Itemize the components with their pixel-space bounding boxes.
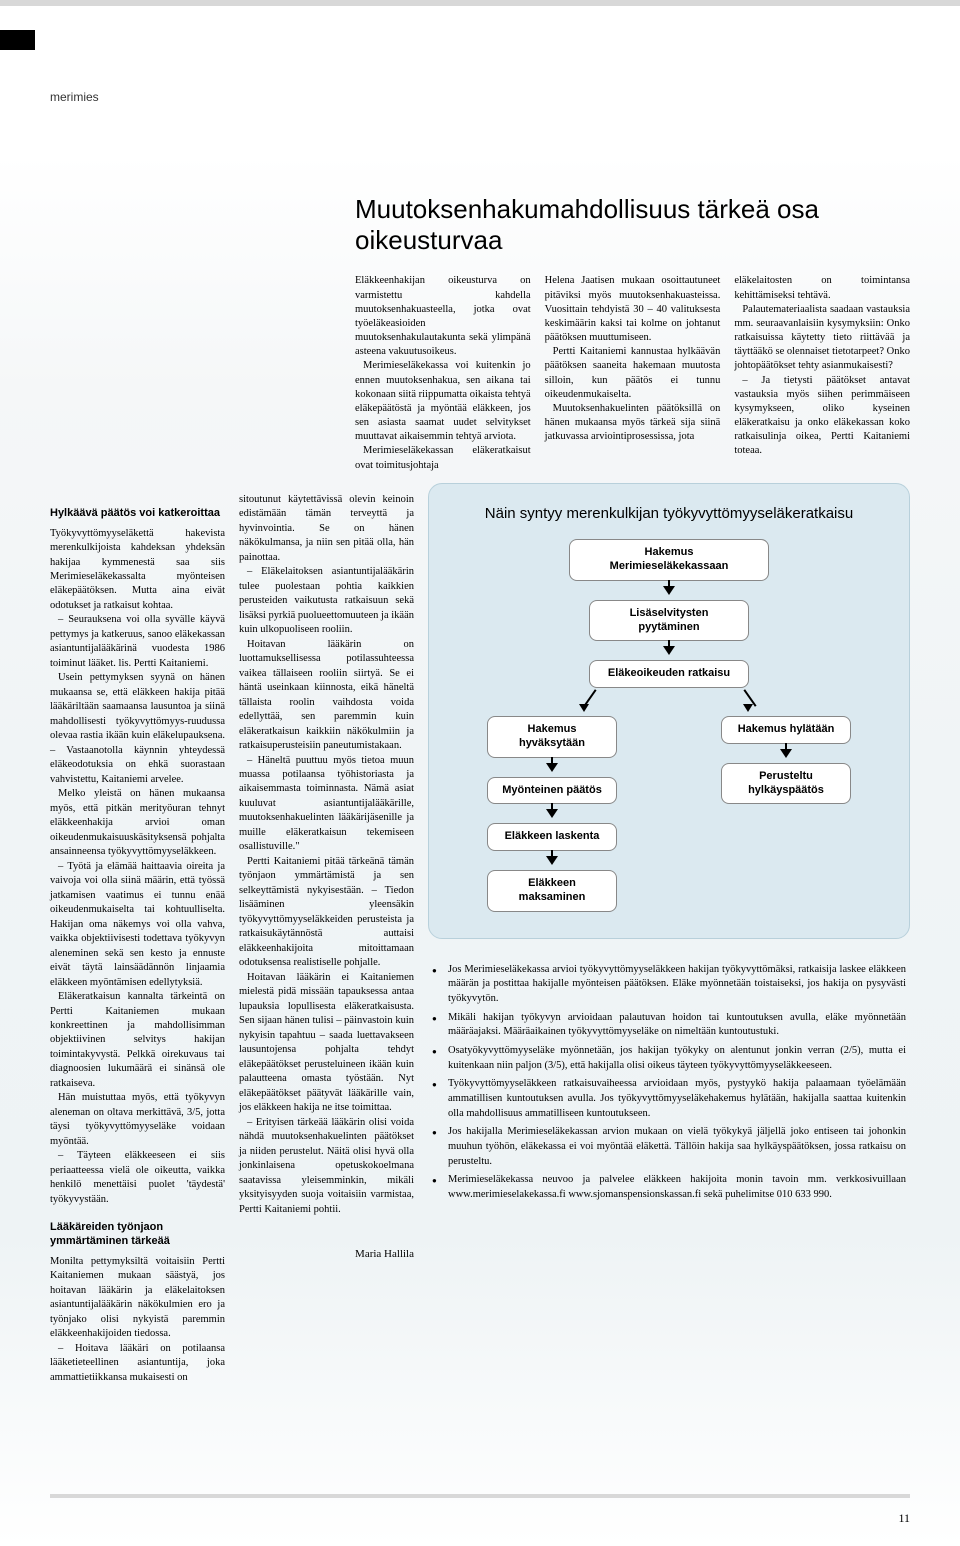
body-p: – Erityisen tärkeää lääkärin olisi voida… <box>239 1116 414 1217</box>
body-p: – Hoitava lääkäri on potilaansa lääketie… <box>50 1342 225 1385</box>
body-p: – Eläkelaitoksen asiantuntijalääkärin tu… <box>239 565 414 637</box>
body-p: – Häneltä puuttuu myös tietoa muun muass… <box>239 754 414 855</box>
intro-columns: Eläkkeenhakijan oikeusturva on varmistet… <box>355 274 910 472</box>
flow-box-decision: Eläkeoikeuden ratkaisu <box>589 660 749 688</box>
body-p: Monilta pettymyksiltä voitaisiin Pertti … <box>50 1255 225 1342</box>
mid-column: sitoutunut käytettävissä olevin keinoin … <box>239 493 414 1385</box>
body-p: – Seurauksena voi olla syvälle käyvä pet… <box>50 613 225 671</box>
body-p: Hoitavan lääkärin on luottamuksellisessa… <box>239 638 414 754</box>
subheading-rejection: Hylkäävä päätös voi katkeroittaa <box>50 507 225 521</box>
flow-center-stack: Hakemus Merimieseläkekassaan Lisäselvity… <box>455 539 883 688</box>
intro-p: eläkelaitosten on toimintansa kehittämis… <box>734 274 910 302</box>
right-zone: Näin syntyy merenkulkijan työkyvyttömyys… <box>428 483 910 1385</box>
intro-p: Muutoksenhakuelinten päätöksillä on häne… <box>545 402 721 445</box>
flowchart-panel: Näin syntyy merenkulkijan työkyvyttömyys… <box>428 483 910 939</box>
flow-box-approved: Hakemus hyväksytään <box>487 716 617 758</box>
left-column: Hylkäävä päätös voi katkeroittaa Työkyvy… <box>50 493 225 1385</box>
body-columns: Hylkäävä päätös voi katkeroittaa Työkyvy… <box>50 493 910 1385</box>
body-p: sitoutunut käytettävissä olevin keinoin … <box>239 493 414 565</box>
intro-col-2: Helena Jaatisen mukaan osoittautuneet pi… <box>545 274 721 472</box>
bottom-divider <box>50 1494 910 1498</box>
bullet-item: Jos Merimieseläkekassa arvioi työkyvyttö… <box>432 963 906 1007</box>
body-p: Melko yleistä on hänen mukaansa myös, et… <box>50 787 225 859</box>
intro-p: – Ja tietysti päätökset antavat vastauks… <box>734 374 910 459</box>
subheading-doctors: Lääkäreiden työnjaon ymmärtäminen tärkeä… <box>50 1221 225 1249</box>
bullet-panel: Jos Merimieseläkekassa arvioi työkyvyttö… <box>428 963 910 1207</box>
bullet-item: Työkyvyttömyyseläkkeen ratkaisuvaiheessa… <box>432 1077 906 1121</box>
flow-box-reasoned-rejection: Perusteltu hylkäyspäätös <box>721 763 851 805</box>
bullet-item: Osatyökyvyttömyyseläke myönnetään, jos h… <box>432 1044 906 1073</box>
body-p: – Täyteen eläkkeeseen ei siis periaattee… <box>50 1149 225 1207</box>
bullet-item: Jos hakijalla Merimieseläkekassan arvion… <box>432 1125 906 1169</box>
page-number: 11 <box>898 1511 910 1526</box>
arrow-down-icon <box>663 646 675 655</box>
author: Maria Hallila <box>239 1247 414 1262</box>
arrow-down-icon <box>546 809 558 818</box>
flow-box-clarification: Lisäselvitysten pyytäminen <box>589 600 749 642</box>
flow-box-application: Hakemus Merimieseläkekassaan <box>569 539 769 581</box>
intro-p: Pertti Kaitaniemi kannustaa hylkäävän pä… <box>545 345 721 402</box>
page: merimies Muutoksenhakumahdollisuus tärke… <box>0 0 960 1546</box>
section-label: merimies <box>50 90 910 104</box>
flow-reject-branch: Hakemus hylätään Perusteltu hylkäyspäätö… <box>689 716 883 912</box>
intro-col-1: Eläkkeenhakijan oikeusturva on varmistet… <box>355 274 531 472</box>
intro-p: Helena Jaatisen mukaan osoittautuneet pi… <box>545 274 721 345</box>
body-p: – Työtä ja elämää haittaavia oireita ja … <box>50 860 225 990</box>
flow-split-row: Hakemus hyväksytään Myönteinen päätös El… <box>455 716 883 912</box>
body-p: Hoitavan lääkärin ei Kaitaniemen mielest… <box>239 971 414 1116</box>
intro-p: Merimieseläkekassa voi kuitenkin jo enne… <box>355 359 531 444</box>
body-p: Pertti Kaitaniemi pitää tärkeänä tämän t… <box>239 855 414 971</box>
flowchart-title: Näin syntyy merenkulkijan työkyvyttömyys… <box>455 504 883 524</box>
flow-box-positive: Myönteinen päätös <box>487 777 617 805</box>
intro-p: Eläkkeenhakijan oikeusturva on varmistet… <box>355 274 531 359</box>
flow-approve-branch: Hakemus hyväksytään Myönteinen päätös El… <box>455 716 649 912</box>
intro-col-3: eläkelaitosten on toimintansa kehittämis… <box>734 274 910 472</box>
intro-p: Palautemateriaalista saadaan vastauksia … <box>734 303 910 374</box>
flow-box-calculation: Eläkkeen laskenta <box>487 823 617 851</box>
flow-box-rejected: Hakemus hylätään <box>721 716 851 744</box>
body-p: Hän muistuttaa myös, että työkyvyn alene… <box>50 1091 225 1149</box>
arrow-down-icon <box>546 763 558 772</box>
arrow-down-icon <box>546 856 558 865</box>
arrow-down-icon <box>780 749 792 758</box>
bullet-item: Merimieseläkekassa neuvoo ja palvelee el… <box>432 1173 906 1202</box>
bullet-list: Jos Merimieseläkekassa arvioi työkyvyttö… <box>432 963 906 1203</box>
body-p: Työkyvyttömyyseläkettä hakevista merenku… <box>50 527 225 614</box>
top-grey-bar <box>0 0 960 6</box>
arrow-down-icon <box>663 586 675 595</box>
intro-p: Merimieseläkekassan eläkeratkaisut ovat … <box>355 444 531 472</box>
main-heading: Muutoksenhakumahdollisuus tärkeä osa oik… <box>355 194 910 256</box>
flow-box-payment: Eläkkeen maksaminen <box>487 870 617 912</box>
body-p: Usein pettymyksen syynä on hänen mukaans… <box>50 671 225 787</box>
split-arrows <box>455 688 883 712</box>
black-tab <box>0 30 35 50</box>
body-p: Eläkeratkaisun kannalta tärkeintä on Per… <box>50 990 225 1091</box>
bullet-item: Mikäli hakijan työkyvyn arvioidaan palau… <box>432 1011 906 1040</box>
